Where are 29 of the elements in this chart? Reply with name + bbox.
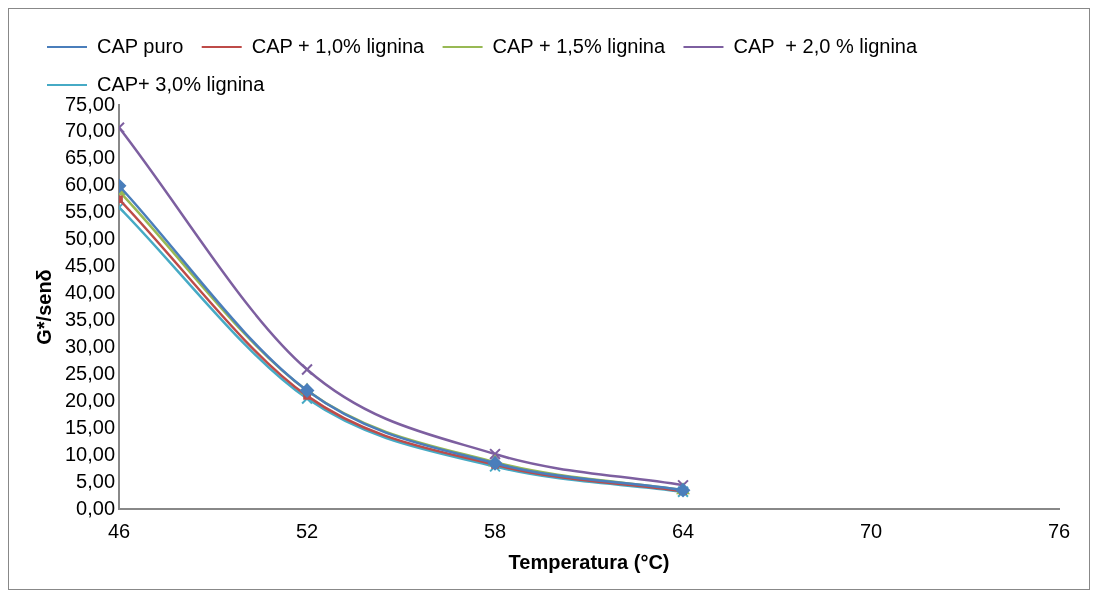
y-tick-label: 35,00 <box>64 307 116 330</box>
y-tick-label: 0,00 <box>76 496 116 519</box>
y-tick-label: 45,00 <box>64 254 116 277</box>
x-tick-label: 70 <box>859 519 883 542</box>
y-tick-label: 75,00 <box>64 92 116 115</box>
x-tick-label: 58 <box>483 519 507 542</box>
y-tick-label: 55,00 <box>64 200 116 223</box>
x-tick-label: 52 <box>295 519 319 542</box>
legend-label: CAP+ 3,0% lignina <box>97 72 266 95</box>
y-tick-label: 70,00 <box>64 119 116 142</box>
y-tick-label: 60,00 <box>64 173 116 196</box>
y-tick-label: 50,00 <box>64 227 116 250</box>
y-tick-label: 40,00 <box>64 281 116 304</box>
legend-label: CAP + 2,0 % lignina <box>733 34 918 57</box>
legend-label: CAP puro <box>97 34 184 57</box>
legend-label: CAP + 1,5% lignina <box>492 34 666 57</box>
x-tick-label: 46 <box>107 519 131 542</box>
y-tick-label: 25,00 <box>64 361 116 384</box>
y-tick-label: 10,00 <box>64 442 116 465</box>
y-tick-label: 30,00 <box>64 334 116 357</box>
legend-label: CAP + 1,0% lignina <box>251 34 426 57</box>
y-tick-label: 5,00 <box>76 469 116 492</box>
y-tick-label: 20,00 <box>64 388 116 411</box>
y-tick-label: 15,00 <box>64 415 116 438</box>
x-axis-title: Temperatura (°C) <box>508 550 670 573</box>
x-tick-label: 64 <box>671 519 695 542</box>
y-tick-label: 65,00 <box>64 146 116 169</box>
x-tick-label: 76 <box>1047 519 1071 542</box>
y-axis-title: G*/senδ <box>32 269 55 345</box>
